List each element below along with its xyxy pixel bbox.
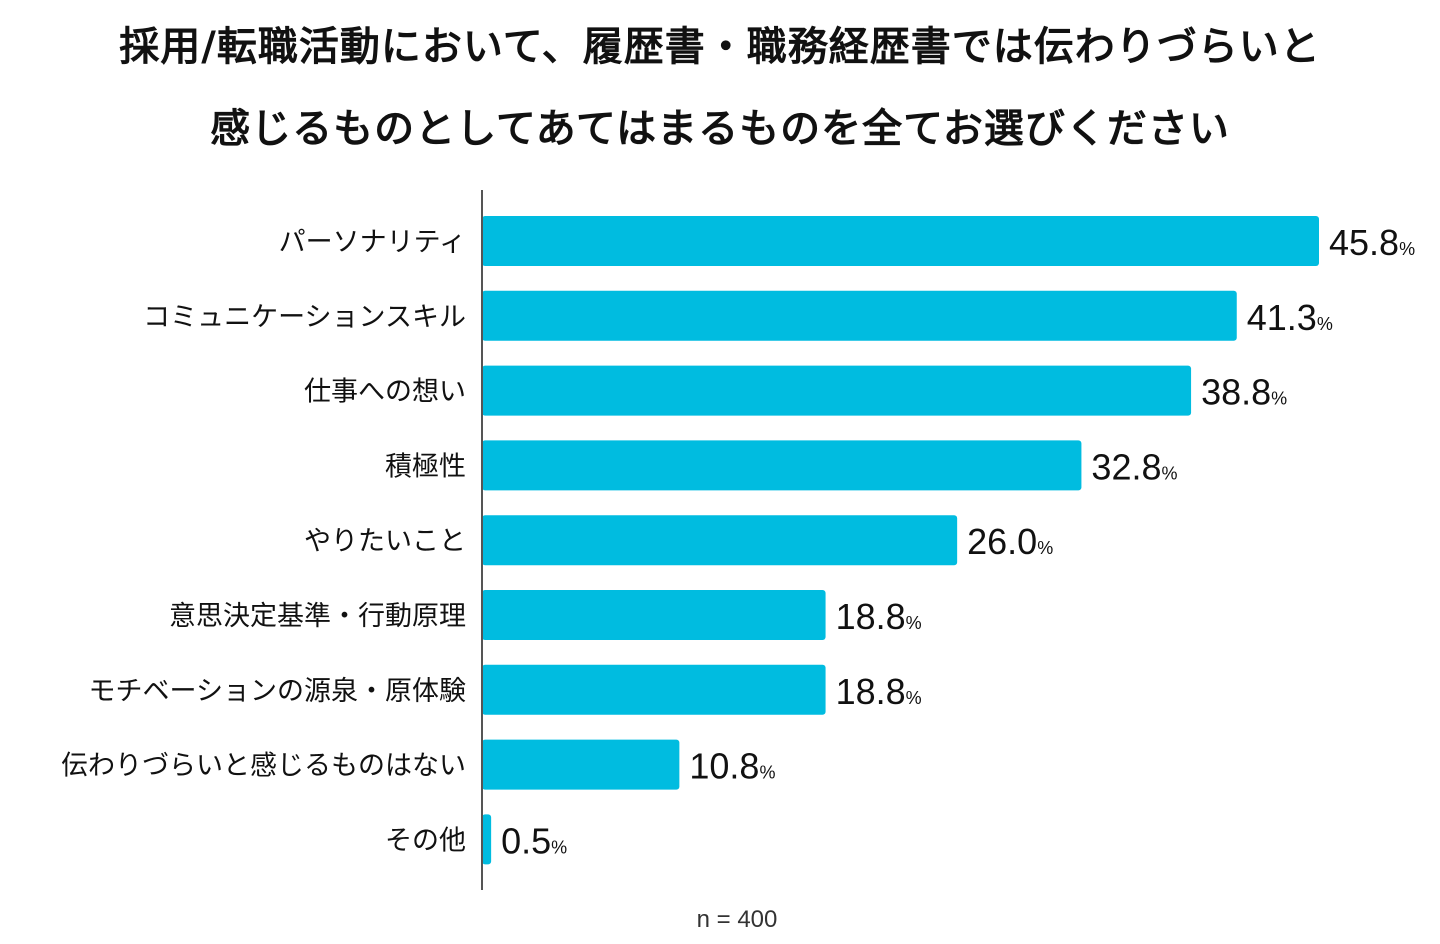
bar [482, 739, 680, 790]
bar [482, 664, 826, 715]
value-label: 0.5% [501, 820, 567, 861]
value-label: 45.8% [1329, 222, 1415, 263]
category-label: 仕事への想い [304, 377, 466, 408]
bar [482, 440, 1082, 491]
value-label: 18.8% [836, 671, 922, 712]
value-label: 38.8% [1201, 372, 1287, 413]
bar [482, 290, 1237, 341]
sample-size-note: n = 400 [696, 906, 778, 933]
chart-title-line-2: 感じるものとしてあてはまるものを全てお選びください [210, 106, 1230, 152]
value-label: 26.0% [967, 521, 1053, 562]
category-label: やりたいこと [304, 526, 466, 557]
category-label: その他 [385, 825, 466, 856]
category-label: モチベーションの源泉・原体験 [89, 676, 466, 707]
value-label: 41.3% [1247, 297, 1333, 338]
category-label: 意思決定基準・行動原理 [169, 601, 466, 632]
bar [482, 515, 958, 566]
value-label: 10.8% [689, 746, 775, 787]
category-label: 積極性 [385, 451, 466, 482]
bar [482, 814, 492, 865]
value-label: 32.8% [1091, 446, 1177, 487]
bar [482, 590, 826, 640]
chart-title-line-1: 採用/転職活動において、履歴書・職務経歴書では伝わりづらいと [119, 24, 1321, 70]
value-label: 18.8% [836, 596, 922, 637]
bar [482, 365, 1192, 416]
category-label: コミュニケーションスキル [143, 302, 466, 333]
bar [482, 216, 1319, 266]
category-label: 伝わりづらいと感じるものはない [61, 751, 466, 782]
category-label: パーソナリティ [279, 227, 466, 258]
